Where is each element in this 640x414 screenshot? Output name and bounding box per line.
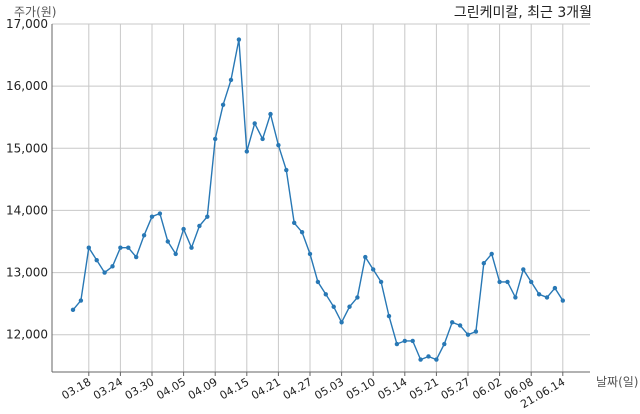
data-point <box>457 323 463 328</box>
x-tick-label: 04.09 <box>186 375 220 402</box>
x-axis-ticks: 03.1803.2403.3004.0504.0904.1504.2104.27… <box>60 372 567 411</box>
data-point <box>378 279 384 285</box>
data-point <box>70 307 76 313</box>
y-tick-label: 14,000 <box>6 203 48 217</box>
y-axis-title: 주가(원) <box>14 5 56 19</box>
x-tick-label: 04.21 <box>249 375 283 402</box>
data-point <box>228 77 234 83</box>
data-point <box>189 245 194 250</box>
y-axis-ticks: 12,000 13,000 14,000 15,000 16,000 17,000 <box>6 17 48 342</box>
data-point <box>465 332 471 337</box>
data-point <box>521 267 526 272</box>
data-point <box>173 251 178 257</box>
y-tick-label: 16,000 <box>6 79 48 93</box>
grid-lines <box>52 23 590 372</box>
data-point <box>426 354 431 359</box>
data-point <box>284 167 289 173</box>
y-tick-label: 17,000 <box>6 17 48 31</box>
data-point <box>394 341 400 347</box>
data-point <box>529 279 534 285</box>
x-tick-label: 04.05 <box>154 375 188 402</box>
chart-title: 그린케미칼, 최근 3개월 <box>454 5 592 21</box>
data-point <box>386 313 392 319</box>
data-point <box>339 320 344 325</box>
data-point <box>560 298 565 303</box>
axes <box>51 24 590 373</box>
data-point <box>481 261 486 266</box>
x-tick-label: 03.30 <box>123 375 157 402</box>
data-point <box>102 270 107 275</box>
data-point <box>292 220 297 226</box>
data-point <box>252 121 257 126</box>
data-point <box>299 229 305 235</box>
data-point <box>197 223 202 229</box>
data-point <box>544 295 550 300</box>
data-point <box>473 329 479 334</box>
data-point <box>181 226 186 232</box>
data-point <box>505 279 510 285</box>
data-point <box>205 214 210 219</box>
data-point <box>276 142 281 148</box>
x-tick-label: 05.14 <box>376 375 410 402</box>
data-point <box>513 295 518 300</box>
data-point <box>363 254 368 260</box>
y-tick-label: 13,000 <box>6 266 48 280</box>
data-point <box>307 251 313 257</box>
data-point <box>434 357 439 362</box>
data-point <box>260 136 265 142</box>
data-point <box>268 111 273 117</box>
data-point <box>402 338 407 344</box>
data-point <box>165 239 170 244</box>
data-point <box>371 267 376 272</box>
x-tick-label: 05.21 <box>407 375 441 402</box>
x-axis-title: 날짜(일) <box>596 375 638 389</box>
data-point <box>157 211 163 216</box>
x-tick-label: 03.24 <box>91 375 125 402</box>
data-point <box>347 304 352 309</box>
data-point <box>141 233 147 238</box>
data-point <box>110 264 115 269</box>
price-series <box>70 37 565 362</box>
data-point <box>86 245 92 250</box>
data-point <box>489 251 494 257</box>
x-tick-label: 04.15 <box>218 375 252 402</box>
data-point <box>323 292 328 297</box>
data-point <box>355 295 360 300</box>
x-tick-label: 05.27 <box>439 375 473 402</box>
x-tick-label: 03.18 <box>60 375 94 402</box>
data-point <box>149 214 155 219</box>
data-point <box>213 136 218 142</box>
data-point <box>497 279 502 285</box>
data-point <box>331 304 336 309</box>
y-tick-label: 15,000 <box>6 141 48 155</box>
y-tick-label: 12,000 <box>6 328 48 342</box>
data-point <box>78 298 84 303</box>
x-tick-label: 04.27 <box>281 375 315 402</box>
data-point <box>442 341 447 347</box>
data-point <box>236 37 242 42</box>
data-point <box>552 285 558 291</box>
data-point <box>118 245 123 250</box>
x-tick-label: 05.10 <box>344 375 378 402</box>
price-line <box>72 39 564 361</box>
data-point <box>244 149 249 154</box>
data-point <box>220 102 226 107</box>
data-point <box>134 254 139 260</box>
x-tick-label: 05.03 <box>312 375 346 402</box>
data-point <box>536 292 542 297</box>
data-point <box>450 320 455 325</box>
data-point <box>410 338 415 344</box>
data-point <box>126 245 131 250</box>
data-point <box>418 357 423 362</box>
x-tick-label: 06.02 <box>470 375 504 402</box>
data-point <box>315 279 321 285</box>
data-point <box>94 257 99 263</box>
